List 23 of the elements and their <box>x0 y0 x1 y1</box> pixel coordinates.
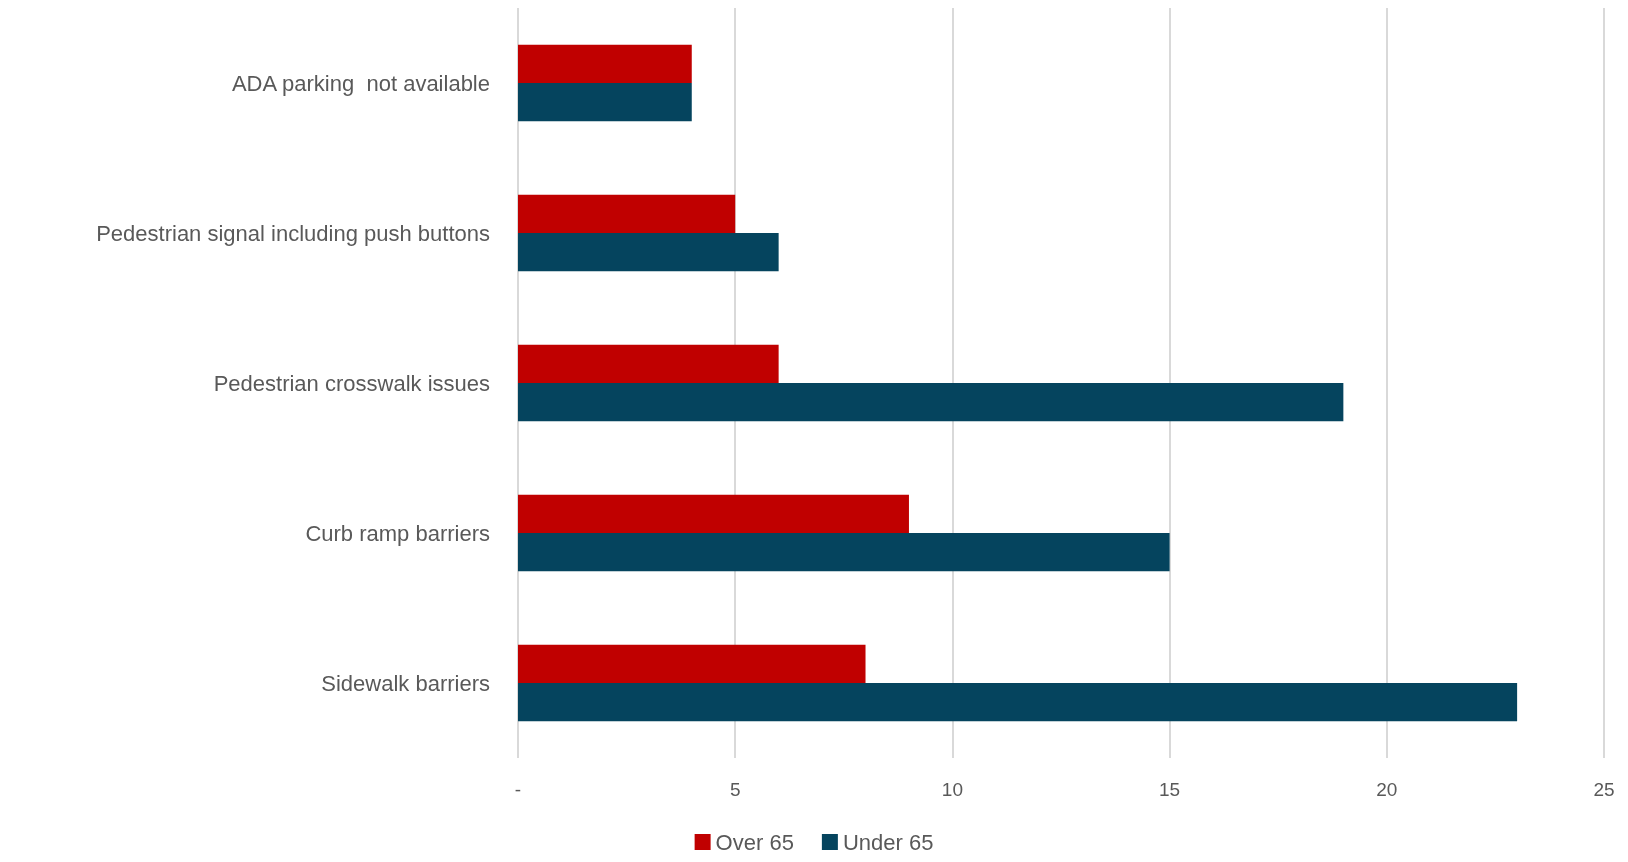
legend-label: Under 65 <box>842 829 934 855</box>
bar <box>518 644 866 683</box>
y-tick-label: Curb ramp barriers <box>305 520 490 546</box>
x-tick-label: 20 <box>1376 779 1398 800</box>
bar <box>518 344 779 383</box>
bar <box>518 44 692 83</box>
x-tick-label: 5 <box>729 779 741 800</box>
y-tick-label: Pedestrian signal including push buttons <box>96 220 490 246</box>
bar <box>518 533 1170 572</box>
y-tick-label: ADA parking not available <box>231 70 490 96</box>
bar <box>518 233 779 272</box>
bar <box>518 683 1518 722</box>
y-tick-label: Pedestrian crosswalk issues <box>213 370 490 396</box>
x-tick-label: 25 <box>1593 779 1615 800</box>
legend-label: Over 65 <box>715 829 794 855</box>
bar <box>518 383 1344 422</box>
bar <box>518 494 909 533</box>
x-tick-label: - <box>514 779 522 800</box>
x-tick-label: 10 <box>941 779 963 800</box>
x-tick-label: 15 <box>1159 779 1181 800</box>
bar <box>518 83 692 122</box>
y-tick-label: Sidewalk barriers <box>321 670 490 696</box>
bar <box>518 194 736 233</box>
